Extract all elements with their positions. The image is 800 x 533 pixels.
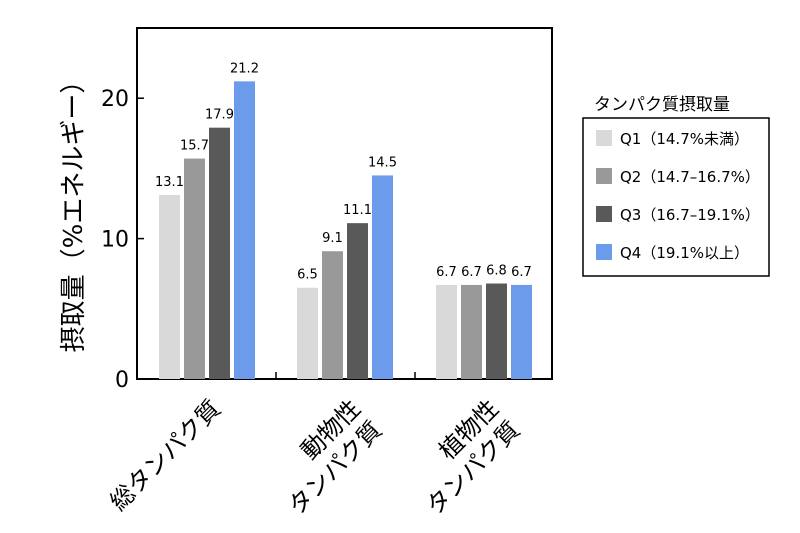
bar — [159, 195, 180, 379]
legend-entry: Q3（16.7–19.1%） — [620, 206, 760, 224]
y-tick-label: 20 — [101, 87, 129, 112]
bar — [347, 223, 368, 379]
bar — [511, 284, 532, 379]
category-label: 動物性タンパク質 — [262, 394, 388, 520]
data-label: 9.1 — [322, 231, 343, 246]
bar — [486, 283, 507, 379]
legend: タンパク質摂取量 Q1（14.7%未満） Q2（14.7–16.7%） Q3（16.… — [582, 95, 770, 277]
legend-entry: Q1（14.7%未満） — [620, 130, 749, 148]
legend-entry: Q2（14.7–16.7%） — [620, 168, 760, 186]
bar — [184, 158, 205, 379]
data-label: 11.1 — [343, 203, 372, 218]
legend-swatch — [596, 168, 612, 184]
bar — [322, 251, 343, 379]
bar — [297, 287, 318, 379]
data-label: 6.7 — [511, 265, 532, 280]
legend-entry: Q4（19.1%以上） — [620, 244, 749, 262]
bar — [234, 81, 255, 380]
bar — [461, 284, 482, 379]
y-tick-label: 0 — [115, 368, 129, 393]
data-label: 6.5 — [297, 268, 318, 283]
legend-swatch — [596, 206, 612, 222]
legend-swatch — [596, 244, 612, 260]
legend-box — [582, 117, 770, 277]
data-label: 6.8 — [486, 264, 507, 279]
y-axis-label: 摂取量（%エネルギー） — [59, 68, 89, 353]
data-label: 21.2 — [230, 61, 259, 76]
category-label: 植物性タンパク質 — [400, 394, 526, 520]
data-label: 14.5 — [368, 155, 397, 170]
bar — [209, 127, 230, 380]
y-tick-label: 10 — [101, 228, 129, 253]
data-label: 6.7 — [436, 265, 457, 280]
data-label: 15.7 — [180, 139, 209, 154]
plot-area — [136, 27, 553, 380]
data-label: 13.1 — [155, 175, 184, 190]
category-label: 総タンパク質 — [105, 394, 227, 516]
legend-swatch — [596, 130, 612, 146]
data-label: 6.7 — [461, 265, 482, 280]
data-label: 17.9 — [205, 108, 234, 123]
bar — [436, 284, 457, 379]
legend-title: タンパク質摂取量 — [594, 95, 730, 115]
bar — [372, 175, 393, 379]
